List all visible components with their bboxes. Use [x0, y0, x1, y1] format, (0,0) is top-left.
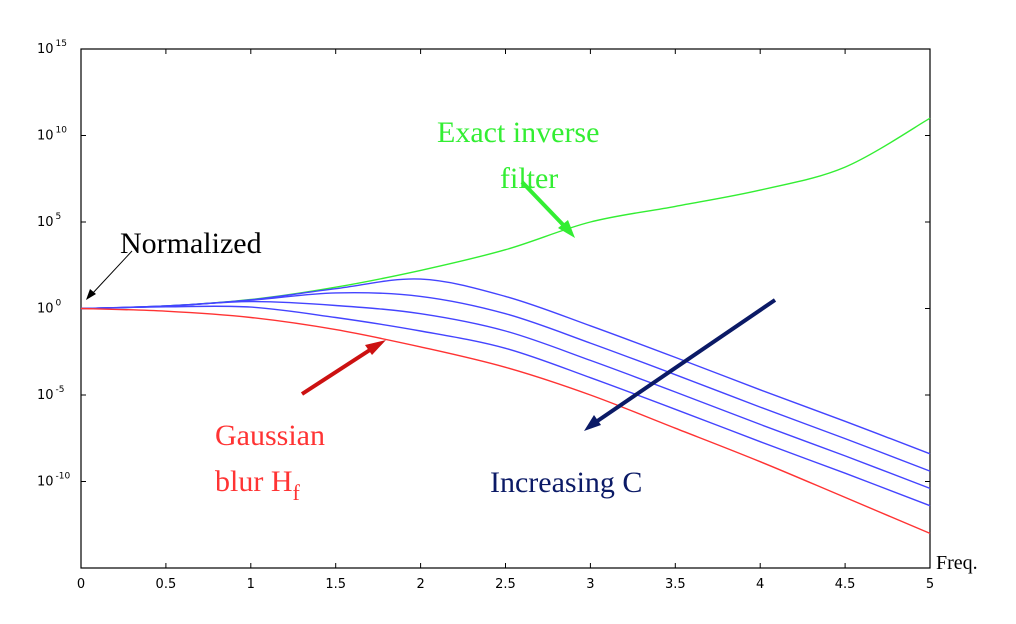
increasing-arrowhead	[584, 415, 601, 431]
y-tick-exponent: 10	[56, 126, 68, 136]
y-tick-base: 10	[37, 42, 54, 57]
annotation-exact: Exact inverse filter	[437, 116, 607, 195]
y-tick-base: 10	[37, 215, 54, 230]
y-tick-label: 10 10	[37, 126, 67, 144]
y-tick-exponent: -10	[56, 472, 71, 482]
x-tick-label: 2.5	[495, 577, 516, 592]
y-tick-label: 10 5	[37, 212, 61, 230]
y-tick-exponent: 0	[56, 299, 62, 309]
increasing-arrow	[591, 298, 777, 426]
y-tick-label: 10 0	[37, 299, 62, 317]
annotation-normalized: Normalized	[120, 227, 262, 260]
series-line-1	[80, 278, 931, 455]
y-tick-label: 10 -5	[37, 385, 65, 403]
series-line-3	[80, 300, 931, 490]
x-tick-label: 0	[77, 577, 85, 592]
y-tick-exponent: 15	[56, 39, 67, 49]
gaussian-arrowhead	[365, 340, 386, 355]
x-tick-label: 4	[756, 577, 764, 592]
series-line-2	[80, 291, 931, 472]
x-tick-label: 4.5	[835, 577, 856, 592]
normalized-arrowhead	[86, 289, 96, 300]
y-tick-base: 10	[37, 302, 54, 317]
y-tick-base: 10	[37, 475, 54, 490]
exact-arrow	[520, 180, 572, 234]
normalized-arrow	[91, 250, 133, 295]
annotation-gaussian: Gaussian blur Hf	[215, 419, 332, 505]
x-tick-label: 1	[247, 577, 255, 592]
exact-arrowhead	[558, 220, 575, 238]
x-axis-label: Freq.	[936, 552, 978, 574]
y-tick-exponent: -5	[56, 385, 65, 395]
x-tick-label: 0.5	[156, 577, 177, 592]
y-tick-exponent: 5	[56, 212, 62, 222]
x-tick-label: 2	[416, 577, 424, 592]
gaussian-arrow	[300, 344, 378, 396]
x-tick-label: 1.5	[325, 577, 346, 592]
x-tick-label: 3.5	[665, 577, 686, 592]
series-line-5	[80, 307, 931, 535]
y-tick-base: 10	[37, 388, 54, 403]
series-line-4	[80, 305, 931, 507]
y-tick-base: 10	[37, 129, 54, 144]
x-tick-label: 5	[926, 577, 934, 592]
annotation-increasing: Increasing C	[490, 466, 642, 499]
series-layer	[80, 117, 931, 535]
y-tick-label: 10 -10	[37, 472, 71, 490]
x-tick-label: 3	[586, 577, 594, 592]
y-tick-label: 10 15	[37, 39, 67, 57]
